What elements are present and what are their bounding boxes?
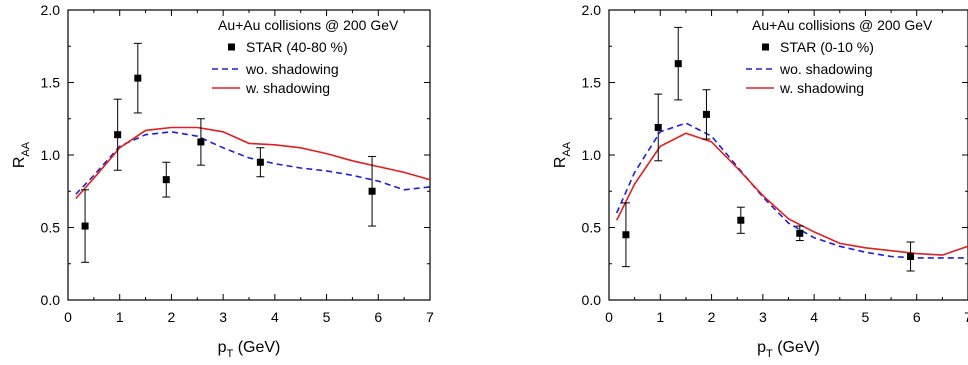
data-point — [795, 225, 804, 242]
data-marker — [907, 253, 915, 260]
x-tick-label: 1 — [116, 309, 124, 325]
x-axis-title-main: p — [757, 339, 766, 356]
legend-label: w. shadowing — [779, 80, 864, 96]
y-axis-title-main: R — [552, 157, 569, 169]
y-tick-label: 2.0 — [41, 2, 61, 18]
data-marker — [368, 187, 376, 195]
data-point — [906, 241, 915, 272]
y-axis-title: RAA — [552, 141, 573, 168]
data-marker — [622, 231, 630, 239]
x-tick-label: 2 — [168, 309, 176, 325]
y-axis-title-sub: AA — [20, 141, 32, 156]
legend-label: wo. shadowing — [779, 61, 873, 77]
data-point — [736, 206, 745, 234]
legend-label: STAR (40-80 %) — [246, 39, 348, 55]
legend: Au+Au collisions @ 200 GeV STAR (0-10 %) w… — [746, 17, 933, 96]
x-axis-title-sub: T — [227, 348, 234, 360]
y-tick-label: 1.5 — [41, 75, 61, 91]
x-tick-label: 0 — [64, 309, 72, 325]
y-tick-label: 1.0 — [582, 147, 602, 163]
legend-label: w. shadowing — [245, 80, 330, 96]
x-tick-label: 4 — [810, 309, 818, 325]
legend-header: Au+Au collisions @ 200 GeV — [752, 17, 933, 33]
x-tick-label: 7 — [426, 309, 434, 325]
y-tick-label: 2.0 — [582, 2, 602, 18]
w-shadowing-curve — [75, 126, 430, 200]
legend-label: STAR (0-10 %) — [780, 39, 874, 55]
y-tick-label: 1.5 — [582, 75, 602, 91]
x-axis-title-main: p — [218, 339, 227, 356]
data-point — [368, 155, 377, 227]
panel-right: 0 1 2 3 4 5 6 7 0.0 0.5 1.0 1.5 2.0 pT (GeV) RAA Au+Au … — [552, 2, 968, 360]
legend-marker-data — [228, 43, 235, 51]
panel-left: 0 1 2 3 4 5 6 7 0.0 0.5 1.0 1.5 2.0 pT (GeV) RAA Au+Au … — [11, 2, 434, 360]
x-tick-label: 5 — [323, 309, 331, 325]
x-tick-label: 6 — [374, 309, 382, 325]
x-axis-title-sub: T — [766, 348, 773, 360]
data-marker — [134, 74, 142, 82]
y-tick-label: 0.5 — [582, 220, 602, 236]
x-axis-title-rest: (GeV) — [773, 339, 820, 356]
data-marker — [674, 60, 682, 68]
data-marker — [796, 229, 804, 237]
data-marker — [654, 123, 662, 131]
data-marker — [114, 131, 122, 139]
x-tick-label: 4 — [271, 309, 279, 325]
data-point — [81, 189, 90, 263]
data-marker — [702, 110, 710, 118]
x-tick-label: 2 — [708, 309, 716, 325]
data-marker — [162, 176, 170, 184]
y-axis-title-sub: AA — [561, 141, 573, 156]
legend-header: Au+Au collisions @ 200 GeV — [218, 17, 399, 33]
y-tick-label: 0.0 — [582, 292, 602, 308]
data-point — [674, 26, 683, 101]
wo-shadowing-curve — [615, 122, 968, 259]
x-axis-title-rest: (GeV) — [233, 339, 280, 356]
y-tick-label: 0.0 — [41, 292, 61, 308]
data-point — [256, 147, 265, 178]
y-tick-label: 0.5 — [41, 220, 61, 236]
y-axis-title: RAA — [11, 141, 32, 168]
data-marker — [81, 222, 89, 230]
data-marker — [256, 158, 264, 166]
data-point — [702, 89, 711, 140]
x-tick-label: 0 — [605, 309, 613, 325]
x-axis-title: pT (GeV) — [757, 339, 820, 360]
data-point — [162, 161, 171, 198]
data-marker — [197, 138, 205, 146]
data-point — [133, 42, 142, 114]
data-point — [654, 93, 663, 162]
data-point — [196, 118, 205, 166]
data-point — [621, 202, 630, 268]
legend-label: wo. shadowing — [245, 61, 339, 77]
data-marker — [737, 216, 745, 224]
x-tick-label: 6 — [913, 309, 921, 325]
data-point — [113, 98, 122, 171]
x-tick-label: 1 — [656, 309, 664, 325]
x-tick-label: 3 — [759, 309, 767, 325]
y-tick-label: 1.0 — [41, 147, 61, 163]
x-axis-title: pT (GeV) — [218, 339, 281, 360]
x-tick-label: 3 — [219, 309, 227, 325]
w-shadowing-curve — [615, 132, 968, 256]
x-tick-label: 7 — [964, 309, 968, 325]
legend: Au+Au collisions @ 200 GeV STAR (40-80 %)… — [212, 17, 399, 96]
x-tick-label: 5 — [862, 309, 870, 325]
legend-marker-data — [762, 43, 769, 51]
y-axis-title-main: R — [11, 157, 28, 169]
